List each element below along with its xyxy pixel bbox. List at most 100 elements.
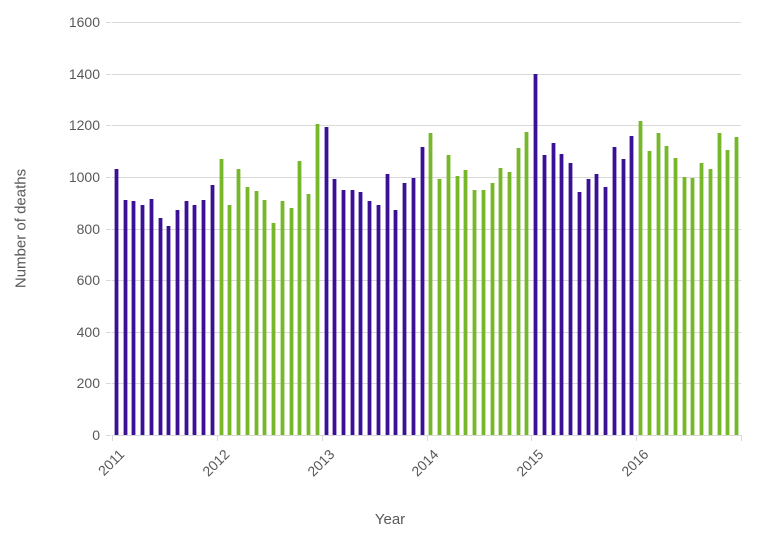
gridline-400 xyxy=(112,331,741,333)
bar-2013-m8 xyxy=(384,174,390,435)
x-tick-mark-3 xyxy=(426,436,428,441)
bar-2014-m10 xyxy=(506,171,512,435)
x-axis-title: Year xyxy=(374,511,406,528)
bar-2012-m7 xyxy=(271,223,277,435)
bar-2011-m7 xyxy=(166,225,172,435)
bar-2015-m6 xyxy=(576,192,582,435)
gridline-200 xyxy=(112,383,741,385)
bar-2016-m3 xyxy=(655,132,661,435)
y-tick-label-800: 800 xyxy=(76,220,100,237)
x-tick-label-2012: 2012 xyxy=(198,446,233,480)
bar-2016-m5 xyxy=(672,157,678,435)
bar-2012-m1 xyxy=(218,158,224,435)
x-tick-mark-6 xyxy=(741,436,742,441)
bar-2013-m10 xyxy=(402,183,408,435)
bar-2013-m3 xyxy=(341,189,346,435)
bar-2012-m3 xyxy=(236,169,242,435)
bar-2016-m6 xyxy=(681,176,687,435)
bar-2016-m2 xyxy=(646,151,652,435)
y-tick-label-1000: 1000 xyxy=(68,168,100,185)
y-tick-mark-1200 xyxy=(106,125,111,127)
y-tick-mark-1400 xyxy=(106,73,111,75)
y-tick-label-400: 400 xyxy=(76,323,100,340)
y-tick-mark-600 xyxy=(106,280,111,282)
bar-2012-m11 xyxy=(306,193,312,435)
bar-2014-m11 xyxy=(515,148,521,435)
bar-2011-m8 xyxy=(175,210,181,435)
bar-2012-m9 xyxy=(288,207,294,435)
gridline-800 xyxy=(112,228,741,230)
y-tick-mark-800 xyxy=(106,228,111,230)
bar-2014-m6 xyxy=(472,189,478,435)
y-axis-title: Number of deaths xyxy=(12,168,30,289)
bar-2012-m2 xyxy=(227,205,233,435)
bar-2016-m12 xyxy=(734,136,740,435)
bar-2014-m9 xyxy=(498,167,504,435)
bar-2015-m9 xyxy=(603,187,609,435)
bar-2013-m2 xyxy=(332,179,338,435)
bar-2011-m4 xyxy=(140,205,146,435)
y-tick-mark-0 xyxy=(106,435,111,436)
y-tick-mark-1000 xyxy=(106,176,111,178)
bar-2014-m2 xyxy=(437,179,443,435)
bar-2012-m4 xyxy=(244,187,250,435)
x-tick-label-2015: 2015 xyxy=(513,446,547,480)
bar-2015-m10 xyxy=(611,147,617,435)
bar-2014-m7 xyxy=(480,189,486,435)
bar-2013-m11 xyxy=(410,178,416,435)
gridline-600 xyxy=(112,280,741,282)
bar-2012-m10 xyxy=(297,161,303,435)
bar-2016-m1 xyxy=(638,121,644,435)
bar-2012-m8 xyxy=(279,201,285,435)
x-tick-mark-1 xyxy=(216,436,218,441)
bar-2011-m11 xyxy=(201,200,207,435)
x-tick-mark-0 xyxy=(112,436,113,441)
gridline-1600 xyxy=(112,22,741,23)
bar-2014-m1 xyxy=(428,132,434,435)
y-tick-mark-1600 xyxy=(106,22,111,23)
y-tick-label-0: 0 xyxy=(92,427,100,443)
bar-2011-m10 xyxy=(192,205,198,435)
bar-2015-m2 xyxy=(541,154,547,435)
bar-2014-m8 xyxy=(489,183,495,435)
bar-2011-m12 xyxy=(209,184,215,435)
bar-2015-m8 xyxy=(594,174,600,435)
bar-2015-m11 xyxy=(620,158,626,435)
bar-2015-m7 xyxy=(585,179,591,435)
bar-2016-m7 xyxy=(690,178,696,435)
x-tick-mark-4 xyxy=(531,436,533,441)
bar-2012-m5 xyxy=(253,191,259,435)
gridline-1200 xyxy=(112,125,741,127)
bar-2015-m4 xyxy=(559,153,565,435)
bar-2015-m12 xyxy=(629,135,635,435)
bar-2012-m6 xyxy=(262,200,268,435)
y-tick-label-1600: 1600 xyxy=(68,14,100,30)
bar-2013-m12 xyxy=(419,147,425,435)
bar-2013-m7 xyxy=(375,205,381,435)
bar-2015-m5 xyxy=(568,162,574,435)
bar-2013-m5 xyxy=(358,192,364,435)
bar-2014-m4 xyxy=(454,175,460,435)
x-tick-label-2014: 2014 xyxy=(408,446,442,480)
y-tick-mark-200 xyxy=(106,383,111,385)
bar-2011-m5 xyxy=(148,198,154,435)
bar-2014-m12 xyxy=(524,131,530,435)
bar-2016-m10 xyxy=(716,132,722,435)
gridline-1400 xyxy=(112,73,741,75)
bar-2011-m9 xyxy=(183,201,189,435)
bar-2011-m3 xyxy=(131,201,137,435)
y-tick-mark-400 xyxy=(106,331,111,333)
x-tick-label-2016: 2016 xyxy=(618,446,652,480)
bar-2011-m6 xyxy=(157,218,163,435)
bar-2016-m8 xyxy=(699,162,705,435)
bar-2016-m4 xyxy=(664,145,670,435)
y-tick-label-1400: 1400 xyxy=(68,65,100,82)
x-tick-mark-5 xyxy=(636,436,638,441)
gridline-1000 xyxy=(112,176,741,178)
bar-2011-m1 xyxy=(113,169,119,435)
y-tick-label-600: 600 xyxy=(76,272,100,289)
bar-2016-m9 xyxy=(707,169,713,435)
bar-2013-m9 xyxy=(393,210,399,435)
bar-2015-m1 xyxy=(533,73,539,435)
